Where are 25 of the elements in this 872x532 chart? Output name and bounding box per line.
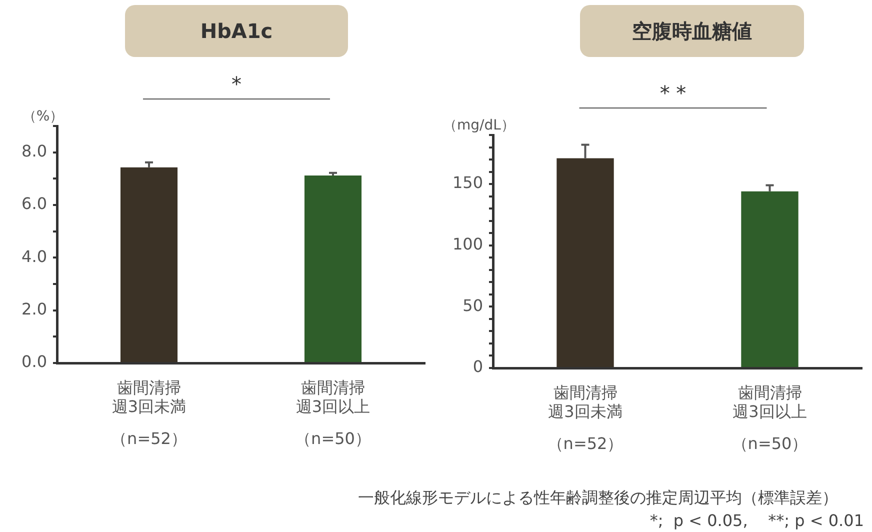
text: * * <box>660 81 686 106</box>
y-axis-title: （%） <box>22 108 64 125</box>
y-tick-label: 8.0 <box>22 141 47 160</box>
y-tick-label: 6.0 <box>22 194 47 214</box>
x-tick-label: 歯間清掃週3回以上 <box>296 378 370 416</box>
x-tick-label: 歯間清掃週3回未満 <box>548 382 622 421</box>
y-tick-label: 100 <box>452 234 483 254</box>
chart-title: 空腹時血糖値 <box>580 5 804 57</box>
y-tick-label: 0.0 <box>22 352 47 372</box>
text: （n=50） <box>732 434 808 454</box>
x-tick-label: 歯間清掃週3回以上 <box>732 382 807 421</box>
x-tick-label: 歯間清掃週3回未満 <box>112 378 186 416</box>
y-tick-label: 4.0 <box>22 246 47 266</box>
y-tick-label: 2.0 <box>22 299 47 318</box>
text: *; p < 0.05, **; p < 0.01 <box>648 510 864 532</box>
text: 一般化線形モデルによる性年齢調整後の推定周辺平均（標準誤差） <box>358 487 839 509</box>
text: （n=52） <box>547 434 624 454</box>
y-axis-title: （mg/dL） <box>443 118 515 134</box>
text: * <box>232 72 242 96</box>
text: （n=50） <box>295 429 371 448</box>
y-tick-label: 0 <box>472 357 483 376</box>
y-tick-label: 150 <box>452 173 483 192</box>
text: （n=52） <box>111 429 187 448</box>
y-tick-label: 50 <box>462 296 483 315</box>
chart-title: HbA1c <box>125 5 348 57</box>
